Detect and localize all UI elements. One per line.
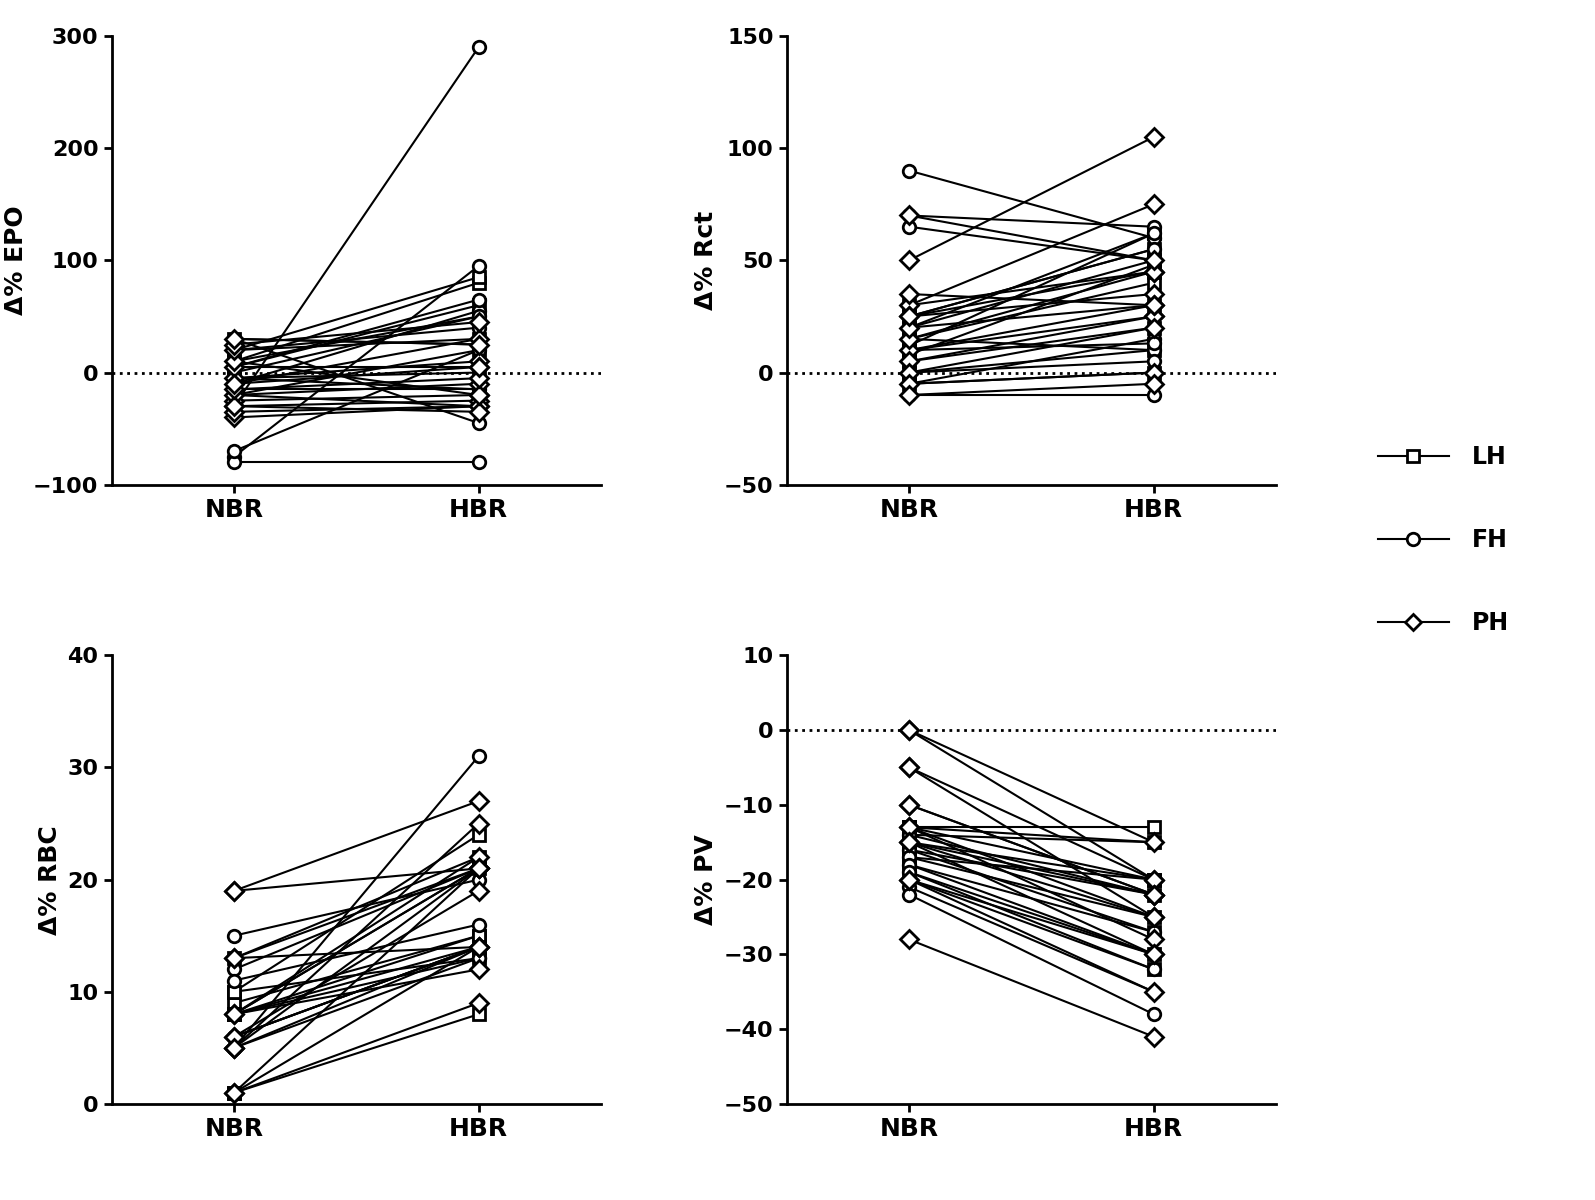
Y-axis label: Δ% Rct: Δ% Rct bbox=[694, 211, 718, 310]
Y-axis label: Δ% EPO: Δ% EPO bbox=[3, 205, 27, 316]
Legend: LH, FH, PH: LH, FH, PH bbox=[1354, 421, 1533, 659]
Y-axis label: Δ% RBC: Δ% RBC bbox=[38, 824, 62, 935]
Y-axis label: Δ% PV: Δ% PV bbox=[694, 834, 718, 925]
